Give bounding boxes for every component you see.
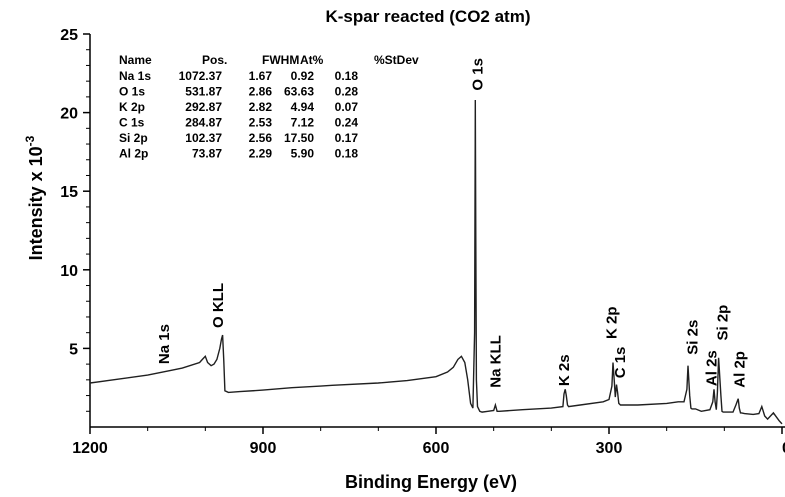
- peak-label: K 2s: [556, 354, 573, 386]
- table-cell: 73.87: [192, 147, 222, 161]
- y-axis-label-exponent: -3: [23, 135, 37, 146]
- chart-title: K-spar reacted (CO2 atm): [325, 7, 530, 26]
- table-cell: 0.92: [291, 69, 315, 83]
- table-cell: 17.50: [284, 131, 314, 145]
- table-cell: 5.90: [291, 147, 315, 161]
- spectrum-line: [89, 99, 783, 425]
- table-cell: 0.28: [335, 85, 359, 99]
- table-cell: 284.87: [185, 116, 222, 130]
- y-axis-label-main: Intensity x 10: [26, 146, 46, 260]
- table-header-cell: At%: [300, 53, 324, 67]
- table-cell: 292.87: [185, 100, 222, 114]
- table-cell: 2.53: [249, 116, 273, 130]
- table-cell: 63.63: [284, 85, 314, 99]
- spectrum-series: [89, 99, 783, 425]
- peak-label: O KLL: [210, 283, 227, 328]
- table-cell: C 1s: [119, 116, 145, 130]
- peak-label: Si 2p: [715, 305, 732, 341]
- table-header-cell: Name: [119, 53, 152, 67]
- table-header-cell: %StDev: [374, 53, 419, 67]
- x-tick-label: 300: [596, 440, 623, 457]
- table-header-cell: FWHM: [262, 53, 299, 67]
- table-cell: 102.37: [185, 131, 222, 145]
- table-header-cell: Pos.: [202, 53, 227, 67]
- table-cell: 2.56: [249, 131, 273, 145]
- x-tick-label: 600: [423, 440, 450, 457]
- peak-label: Na KLL: [487, 335, 504, 388]
- y-tick-label: 5: [69, 341, 78, 358]
- table-cell: 0.18: [335, 69, 359, 83]
- table-cell: 0.24: [335, 116, 359, 130]
- x-axis-label: Binding Energy (eV): [345, 472, 517, 492]
- table-cell: Si 2p: [119, 131, 148, 145]
- table-cell: 4.94: [291, 100, 315, 114]
- y-tick-label: 15: [60, 184, 78, 201]
- peak-label: Si 2s: [685, 320, 702, 355]
- peak-label: Al 2p: [731, 351, 748, 388]
- table-cell: 531.87: [185, 85, 222, 99]
- table-cell: 1072.37: [179, 69, 223, 83]
- table-cell: 0.18: [335, 147, 359, 161]
- peak-label: Na 1s: [156, 324, 173, 364]
- axis-ticks: 1200 900 600 300 0 5 10 15 20 25: [60, 27, 785, 457]
- x-tick-label: 0: [782, 440, 785, 457]
- table-cell: O 1s: [119, 85, 145, 99]
- x-tick-label: 900: [250, 440, 277, 457]
- table-cell: 7.12: [291, 116, 315, 130]
- peak-label: K 2p: [603, 306, 620, 339]
- peak-label: Al 2s: [704, 350, 721, 386]
- table-cell: 0.07: [335, 100, 359, 114]
- y-axis-label: Intensity x 10-3: [23, 135, 46, 260]
- table-cell: 2.29: [249, 147, 273, 161]
- table-cell: 1.67: [249, 69, 273, 83]
- table-cell: 0.17: [335, 131, 359, 145]
- table-cell: K 2p: [119, 100, 145, 114]
- peak-label: O 1s: [470, 58, 487, 91]
- table-cell: 2.82: [249, 100, 273, 114]
- peak-label: C 1s: [612, 347, 629, 379]
- table-cell: Na 1s: [119, 69, 151, 83]
- quantification-table: Name Pos. FWHM At% %StDev Na 1s 1072.37 1.67 0.9…: [119, 53, 419, 161]
- y-tick-label: 20: [60, 106, 78, 123]
- y-tick-label: 25: [60, 27, 78, 44]
- y-tick-label: 10: [60, 263, 78, 280]
- table-cell: 2.86: [249, 85, 273, 99]
- table-cell: Al 2p: [119, 147, 148, 161]
- x-tick-label: 1200: [72, 440, 108, 457]
